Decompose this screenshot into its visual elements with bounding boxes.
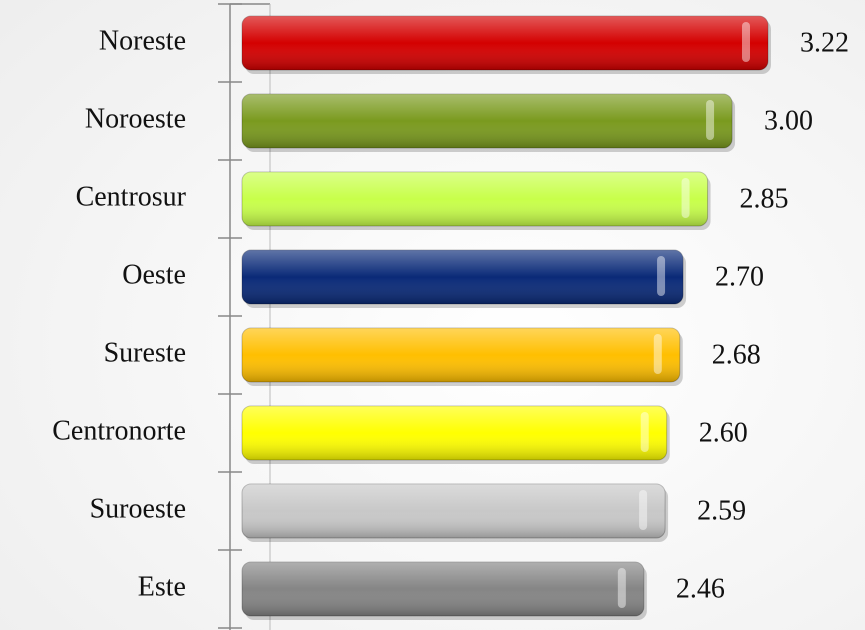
bar-highlight: [742, 22, 750, 62]
value-label: 3.22: [800, 27, 849, 58]
value-label: 2.85: [740, 183, 789, 214]
bar-shine: [242, 250, 684, 304]
bar-highlight: [653, 334, 662, 374]
value-label: 2.46: [676, 573, 725, 604]
bar-highlight: [640, 412, 649, 452]
bar-shine: [242, 484, 666, 538]
value-label: 2.59: [697, 495, 746, 526]
bar-shine: [242, 172, 708, 226]
value-label: 3.00: [764, 105, 813, 136]
bar-shine: [242, 16, 768, 70]
bar-shine: [242, 94, 733, 148]
bar-highlight: [639, 490, 648, 530]
category-label: Suroeste: [90, 493, 186, 524]
value-label: 2.68: [712, 339, 761, 370]
category-label: Noreste: [99, 25, 186, 56]
bar-shine: [242, 562, 644, 616]
category-label: Noroeste: [85, 103, 186, 134]
bar-highlight: [681, 178, 690, 218]
bar-highlight: [617, 568, 626, 608]
bar-highlight: [706, 100, 715, 140]
category-label: Centrosur: [76, 181, 187, 212]
category-label: Sureste: [104, 337, 186, 368]
value-label: 2.70: [715, 261, 764, 292]
category-label: Este: [138, 571, 186, 602]
value-label: 2.60: [699, 417, 748, 448]
bar-shine: [242, 406, 667, 460]
category-label: Centronorte: [52, 415, 186, 446]
bar-highlight: [657, 256, 666, 296]
category-label: Oeste: [122, 259, 186, 290]
bar-shine: [242, 328, 680, 382]
